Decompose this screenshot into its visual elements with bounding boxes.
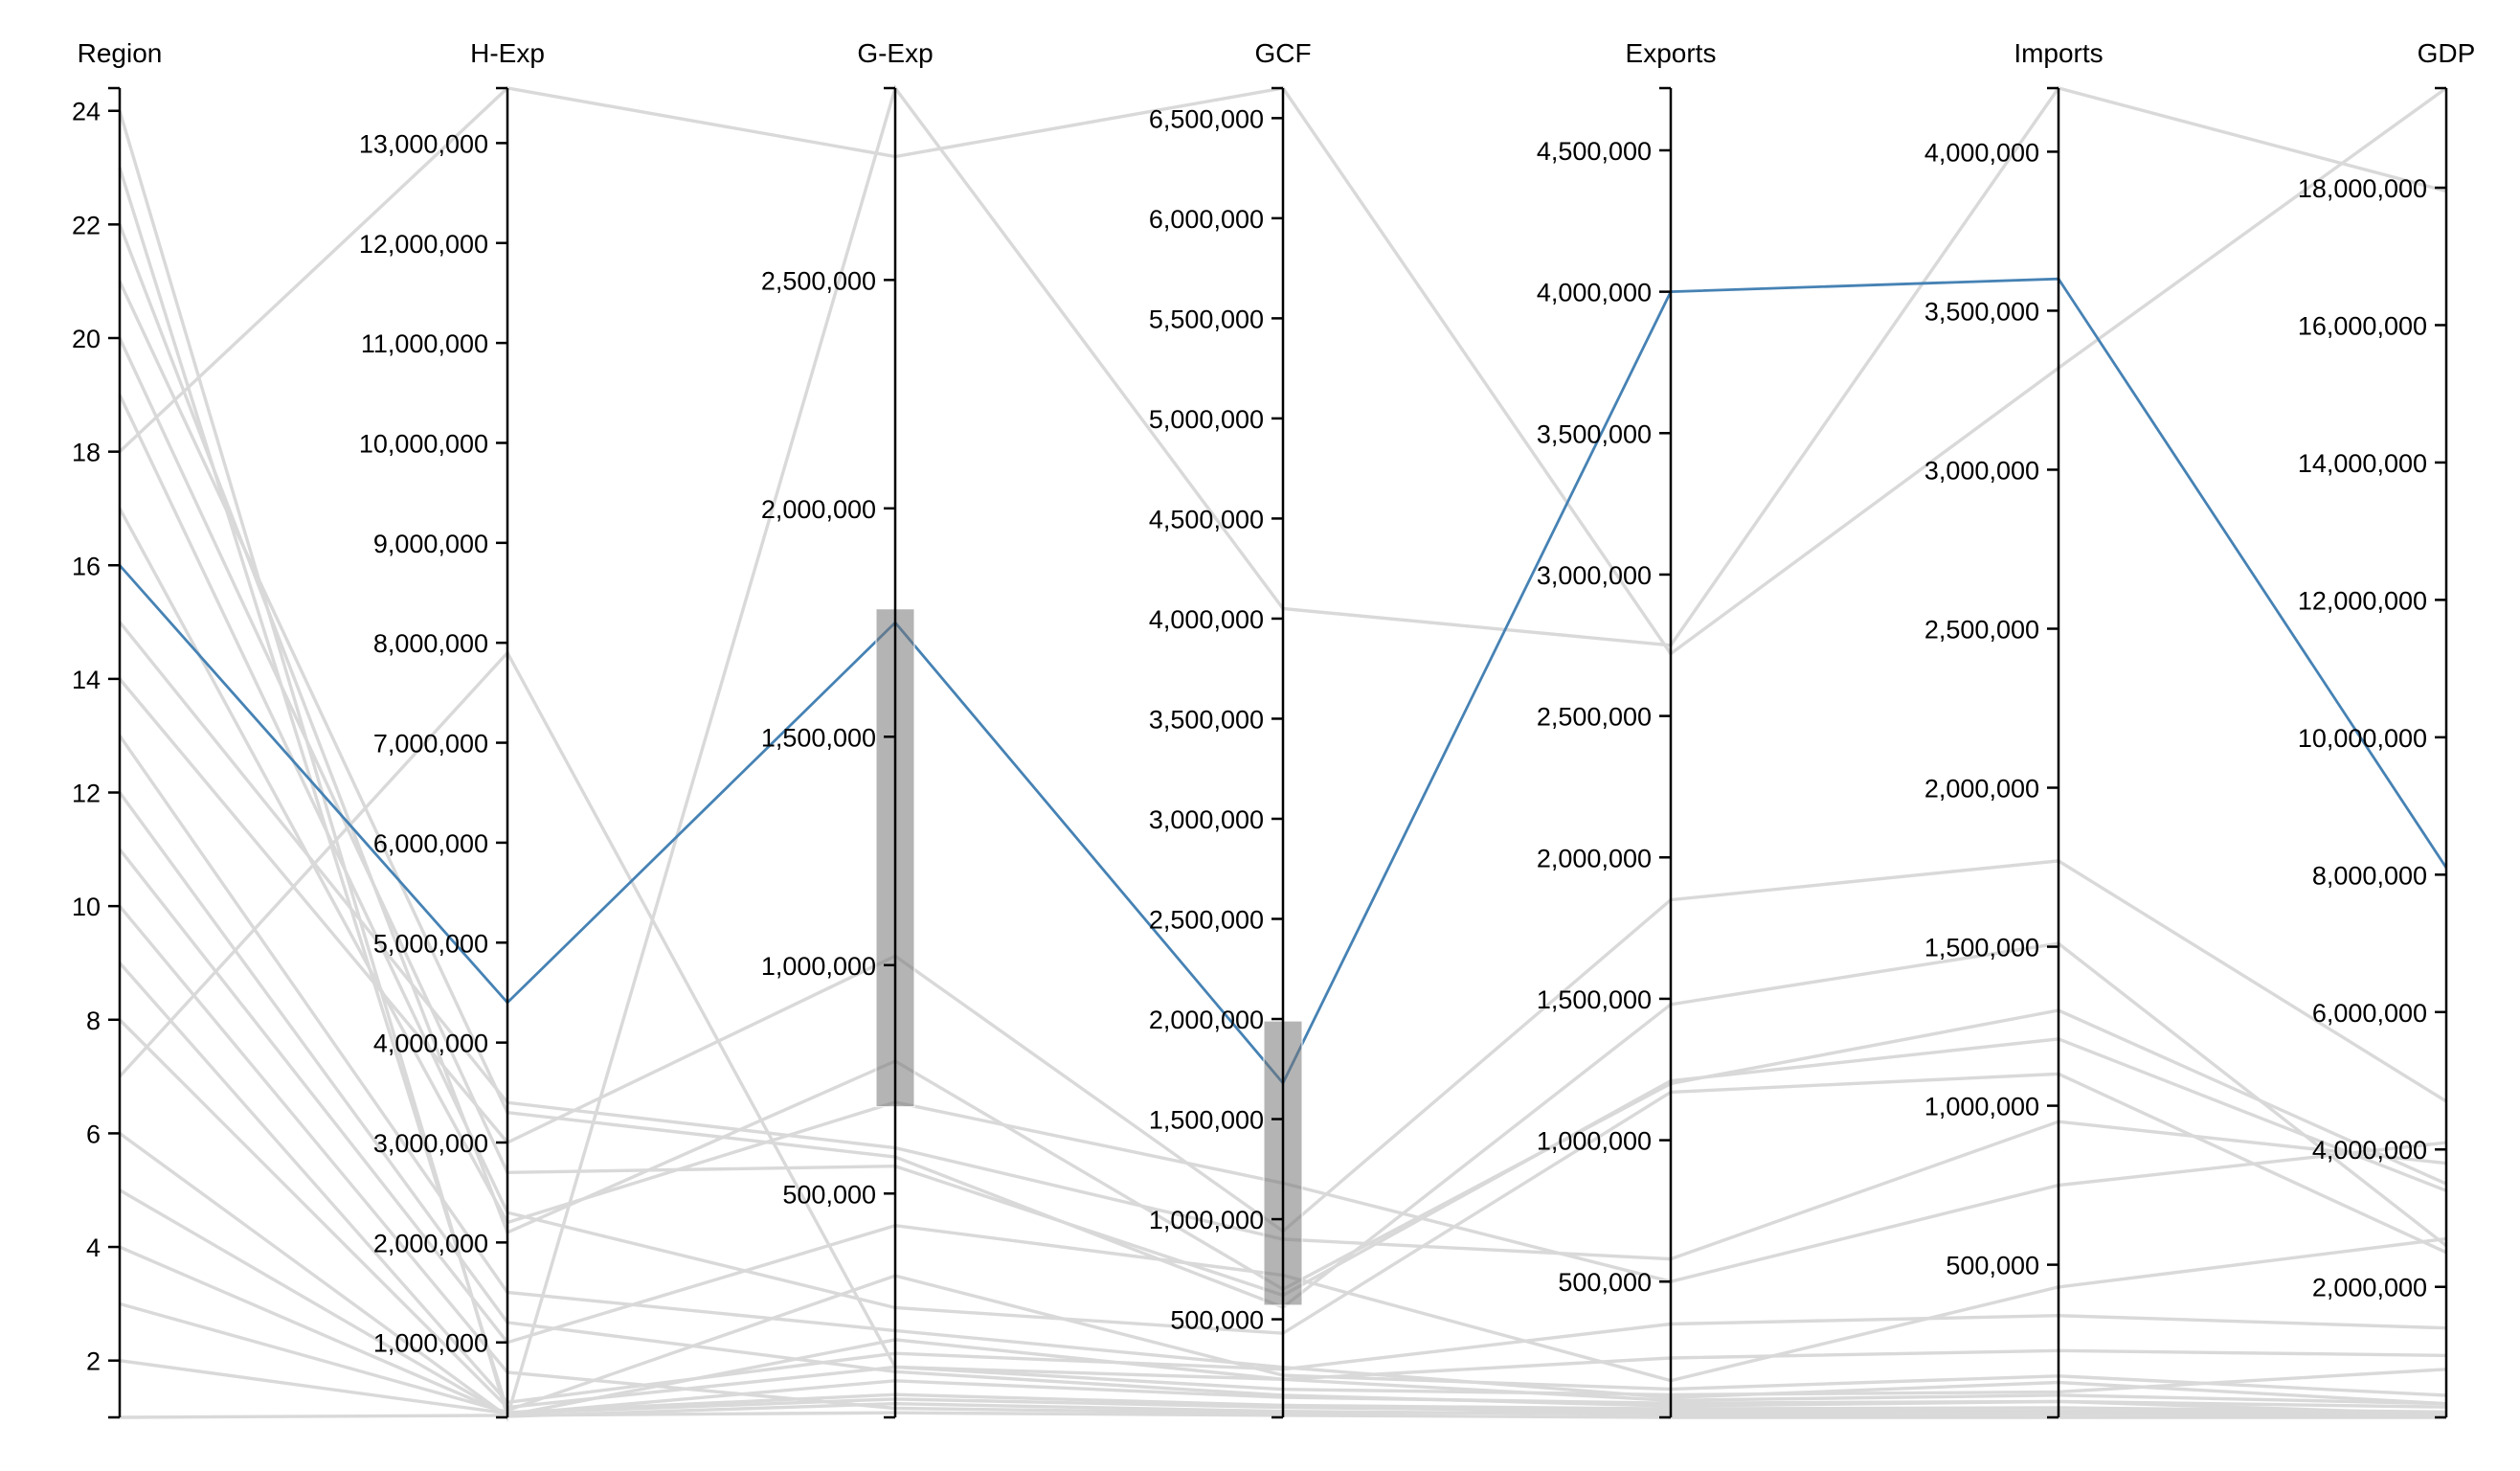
tick-label: 4,000,000 xyxy=(1149,605,1264,634)
tick-label: 4,000,000 xyxy=(2312,1136,2427,1165)
tick-label: 1,000,000 xyxy=(1924,1093,2039,1121)
tick-label: 8,000,000 xyxy=(2312,861,2427,890)
tick-label: 20 xyxy=(72,325,101,353)
tick-label: 12,000,000 xyxy=(359,230,488,259)
tick-label: 3,000,000 xyxy=(1149,805,1264,834)
tick-label: 12,000,000 xyxy=(2298,586,2427,615)
tick-label: 3,500,000 xyxy=(1537,419,1652,448)
axis-h-exp: 1,000,000 2,000,000 3,000,000 4,000,000 5,00… xyxy=(359,38,545,1419)
tick-label: 1,000,000 xyxy=(373,1329,488,1358)
tick-label: 4,000,000 xyxy=(373,1030,488,1058)
tick-label: 3,500,000 xyxy=(1149,705,1264,734)
tick-label: 4,000,000 xyxy=(1924,138,2039,167)
tick-label: 1,500,000 xyxy=(1924,934,2039,962)
axis-title-g-exp[interactable]: G-Exp xyxy=(857,38,933,68)
tick-label: 2,500,000 xyxy=(1149,906,1264,935)
tick-label: 14 xyxy=(72,666,101,694)
tick-label: 16,000,000 xyxy=(2298,311,2427,340)
tick-label: 10 xyxy=(72,893,101,921)
tick-label: 3,500,000 xyxy=(1924,297,2039,326)
tick-label: 6,000,000 xyxy=(1149,205,1264,234)
axis-exports: 500,000 1,000,000 1,500,000 2,000,000 2,500,… xyxy=(1537,38,1717,1419)
tick-label: 2,000,000 xyxy=(1537,844,1652,872)
axes: 24681012141618202224Region1,000,0002,000… xyxy=(72,38,2476,1419)
tick-label: 6,000,000 xyxy=(373,829,488,858)
tick-label: 1,500,000 xyxy=(761,723,876,752)
tick-label: 500,000 xyxy=(1946,1252,2039,1280)
tick-label: 5,000,000 xyxy=(1149,405,1264,434)
tick-label: 4,500,000 xyxy=(1537,137,1652,166)
tick-label: 1,500,000 xyxy=(1149,1106,1264,1135)
tick-label: 2,500,000 xyxy=(1924,615,2039,644)
tick-label: 500,000 xyxy=(1558,1268,1652,1297)
tick-label: 500,000 xyxy=(782,1180,876,1209)
tick-label: 6,000,000 xyxy=(2312,999,2427,1028)
tick-label: 8,000,000 xyxy=(373,629,488,658)
tick-label: 16 xyxy=(72,552,101,580)
tick-label: 11,000,000 xyxy=(361,329,488,358)
tick-label: 1,000,000 xyxy=(761,952,876,981)
axis-title-region[interactable]: Region xyxy=(78,38,163,68)
tick-label: 18,000,000 xyxy=(2298,174,2427,203)
tick-label: 6,500,000 xyxy=(1149,104,1264,133)
tick-label: 2,000,000 xyxy=(1149,1006,1264,1034)
tick-label: 5,500,000 xyxy=(1149,305,1264,333)
tick-label: 8 xyxy=(86,1007,101,1035)
tick-label: 3,000,000 xyxy=(1537,561,1652,590)
tick-label: 4,500,000 xyxy=(1149,505,1264,533)
tick-label: 14,000,000 xyxy=(2298,449,2427,478)
tick-label: 7,000,000 xyxy=(373,730,488,758)
tick-label: 22 xyxy=(72,211,101,239)
tick-label: 2,500,000 xyxy=(761,266,876,295)
tick-label: 3,000,000 xyxy=(373,1129,488,1158)
axis-imports: 500,000 1,000,000 1,500,000 2,000,000 2,500,… xyxy=(1924,38,2104,1419)
tick-label: 10,000,000 xyxy=(359,429,488,458)
tick-label: 5,000,000 xyxy=(373,929,488,958)
tick-label: 24 xyxy=(72,98,101,126)
axis-title-gcf[interactable]: GCF xyxy=(1254,38,1311,68)
tick-label: 18 xyxy=(72,439,101,467)
tick-label: 2,500,000 xyxy=(1537,703,1652,732)
tick-label: 4,000,000 xyxy=(1537,279,1652,307)
tick-label: 2 xyxy=(86,1347,101,1376)
tick-label: 9,000,000 xyxy=(373,530,488,558)
axis-title-h-exp[interactable]: H-Exp xyxy=(470,38,545,68)
tick-label: 13,000,000 xyxy=(359,129,488,158)
tick-label: 1,000,000 xyxy=(1149,1206,1264,1234)
tick-label: 1,500,000 xyxy=(1537,985,1652,1014)
axis-title-gdp[interactable]: GDP xyxy=(2418,38,2476,68)
tick-label: 4 xyxy=(86,1233,101,1262)
axis-title-imports[interactable]: Imports xyxy=(2014,38,2103,68)
tick-label: 1,000,000 xyxy=(1537,1127,1652,1156)
tick-label: 10,000,000 xyxy=(2298,724,2427,753)
axis-gdp: 2,000,000 4,000,000 6,000,000 8,000,000 10,0… xyxy=(2298,38,2476,1419)
tick-label: 2,000,000 xyxy=(2312,1274,2427,1302)
tick-label: 12 xyxy=(72,780,101,808)
tick-label: 2,000,000 xyxy=(1924,775,2039,803)
axis-g-exp: 500,000 1,000,000 1,500,000 2,000,000 2,500,… xyxy=(761,38,934,1419)
axis-gcf: 500,000 1,000,000 1,500,000 2,000,000 2,500,… xyxy=(1149,38,1312,1419)
tick-label: 500,000 xyxy=(1170,1306,1264,1335)
tick-label: 2,000,000 xyxy=(761,495,876,524)
axis-title-exports[interactable]: Exports xyxy=(1626,38,1717,68)
tick-label: 6 xyxy=(86,1120,101,1148)
tick-label: 2,000,000 xyxy=(373,1229,488,1257)
tick-label: 3,000,000 xyxy=(1924,456,2039,485)
